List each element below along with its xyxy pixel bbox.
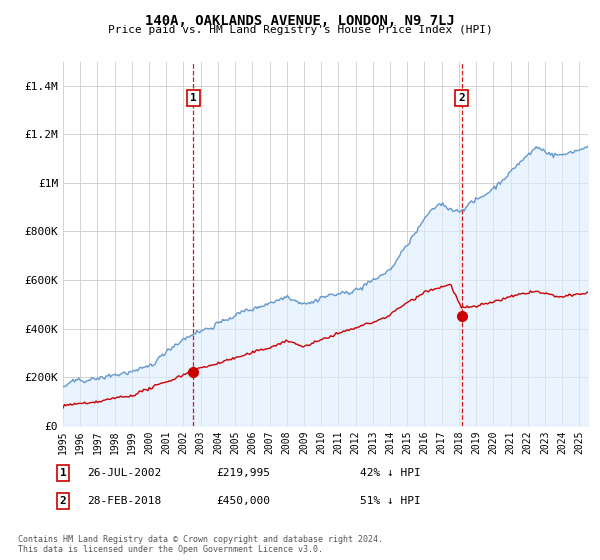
Text: 51% ↓ HPI: 51% ↓ HPI: [360, 496, 421, 506]
Text: Price paid vs. HM Land Registry's House Price Index (HPI): Price paid vs. HM Land Registry's House …: [107, 25, 493, 35]
Text: 2: 2: [59, 496, 67, 506]
Text: 28-FEB-2018: 28-FEB-2018: [87, 496, 161, 506]
Text: £450,000: £450,000: [216, 496, 270, 506]
Text: 42% ↓ HPI: 42% ↓ HPI: [360, 468, 421, 478]
Text: 140A, OAKLANDS AVENUE, LONDON, N9 7LJ: 140A, OAKLANDS AVENUE, LONDON, N9 7LJ: [145, 14, 455, 28]
Text: 2: 2: [458, 93, 465, 103]
Text: 26-JUL-2002: 26-JUL-2002: [87, 468, 161, 478]
Text: £219,995: £219,995: [216, 468, 270, 478]
Text: Contains HM Land Registry data © Crown copyright and database right 2024.
This d: Contains HM Land Registry data © Crown c…: [18, 535, 383, 554]
Text: 1: 1: [59, 468, 67, 478]
Text: 1: 1: [190, 93, 197, 103]
